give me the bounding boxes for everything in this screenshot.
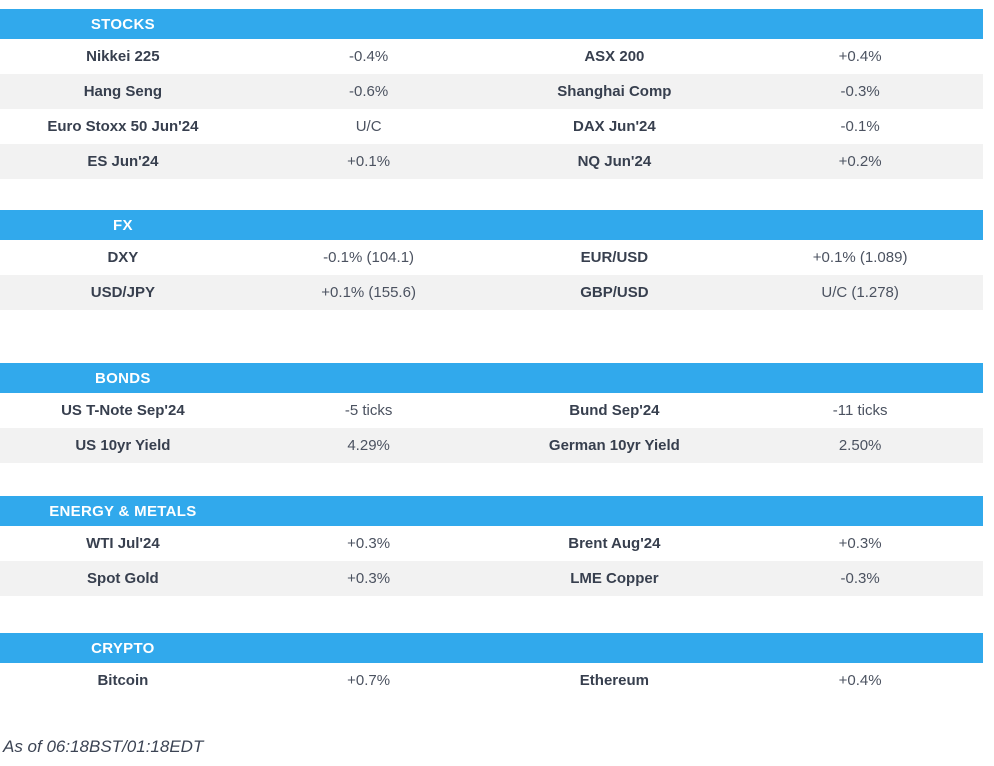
section-title: STOCKS bbox=[90, 15, 155, 33]
instrument-value: -0.3% bbox=[840, 83, 880, 100]
section-stocks: STOCKS Nikkei 225 -0.4% ASX 200 +0.4% Hang Se… bbox=[0, 9, 983, 179]
instrument-name: Brent Aug'24 bbox=[568, 535, 661, 552]
section-title: FX bbox=[112, 216, 133, 234]
section-header: ENERGY & METALS bbox=[0, 496, 983, 526]
instrument-name: EUR/USD bbox=[580, 249, 649, 266]
instrument-value: 4.29% bbox=[347, 437, 390, 454]
section-title: ENERGY & METALS bbox=[49, 502, 197, 520]
instrument-name: ASX 200 bbox=[584, 48, 645, 65]
table-row: USD/JPY +0.1% (155.6) GBP/USD U/C (1.278) bbox=[0, 275, 983, 310]
instrument-value: +0.1% bbox=[347, 153, 391, 170]
instrument-value: +0.4% bbox=[838, 48, 882, 65]
section-header: BONDS bbox=[0, 363, 983, 393]
table-row: ES Jun'24 +0.1% NQ Jun'24 +0.2% bbox=[0, 144, 983, 179]
instrument-name: US 10yr Yield bbox=[75, 437, 171, 454]
instrument-name: GBP/USD bbox=[580, 284, 649, 301]
instrument-name: USD/JPY bbox=[90, 284, 155, 301]
instrument-value: U/C (1.278) bbox=[821, 284, 899, 301]
instrument-value: -0.6% bbox=[349, 83, 389, 100]
table-row: Euro Stoxx 50 Jun'24 U/C DAX Jun'24 -0.1% bbox=[0, 109, 983, 144]
instrument-value: +0.3% bbox=[347, 535, 391, 552]
section-title: BONDS bbox=[95, 369, 151, 387]
as-of-note: As of 06:18BST/01:18EDT bbox=[3, 737, 204, 756]
section-header: FX bbox=[0, 210, 983, 240]
instrument-name: Ethereum bbox=[579, 672, 649, 689]
section-fx: FX DXY -0.1% (104.1) EUR/USD +0.1% (1.089) US… bbox=[0, 210, 983, 310]
table-row: US T-Note Sep'24 -5 ticks Bund Sep'24 -11 t… bbox=[0, 393, 983, 428]
instrument-name: German 10yr Yield bbox=[548, 437, 680, 454]
table-row: Spot Gold +0.3% LME Copper -0.3% bbox=[0, 561, 983, 596]
instrument-name: Spot Gold bbox=[87, 570, 159, 587]
instrument-name: US T-Note Sep'24 bbox=[61, 402, 185, 419]
instrument-name: Hang Seng bbox=[83, 83, 163, 100]
instrument-value: -0.1% (104.1) bbox=[323, 249, 415, 266]
table-row: Hang Seng -0.6% Shanghai Comp -0.3% bbox=[0, 74, 983, 109]
instrument-value: 2.50% bbox=[838, 437, 882, 454]
instrument-value: -11 ticks bbox=[832, 402, 888, 419]
section-title: CRYPTO bbox=[91, 639, 155, 657]
section-bonds: BONDS US T-Note Sep'24 -5 ticks Bund Sep'24… bbox=[0, 363, 983, 463]
table-row: US 10yr Yield 4.29% German 10yr Yield 2.50% bbox=[0, 428, 983, 463]
instrument-value: U/C bbox=[355, 118, 382, 135]
instrument-value: -0.3% bbox=[840, 570, 880, 587]
instrument-value: +0.2% bbox=[838, 153, 882, 170]
table-row: Nikkei 225 -0.4% ASX 200 +0.4% bbox=[0, 39, 983, 74]
instrument-name: LME Copper bbox=[570, 570, 659, 587]
section-header: STOCKS bbox=[0, 9, 983, 39]
instrument-value: +0.3% bbox=[838, 535, 882, 552]
instrument-name: NQ Jun'24 bbox=[577, 153, 652, 170]
instrument-name: DAX Jun'24 bbox=[572, 118, 656, 135]
instrument-name: Bund Sep'24 bbox=[569, 402, 660, 419]
instrument-value: -5 ticks bbox=[344, 402, 393, 419]
section-crypto: CRYPTO Bitcoin +0.7% Ethereum +0.4% bbox=[0, 633, 983, 698]
instrument-name: WTI Jul'24 bbox=[86, 535, 160, 552]
table-row: Bitcoin +0.7% Ethereum +0.4% bbox=[0, 663, 983, 698]
table-row: DXY -0.1% (104.1) EUR/USD +0.1% (1.089) bbox=[0, 240, 983, 275]
instrument-value: +0.1% (155.6) bbox=[321, 284, 416, 301]
section-energy-metals: ENERGY & METALS WTI Jul'24 +0.3% Brent Aug'… bbox=[0, 496, 983, 596]
instrument-name: DXY bbox=[107, 249, 139, 266]
table-row: WTI Jul'24 +0.3% Brent Aug'24 +0.3% bbox=[0, 526, 983, 561]
instrument-value: -0.1% bbox=[840, 118, 880, 135]
instrument-value: +0.4% bbox=[838, 672, 882, 689]
instrument-name: ES Jun'24 bbox=[87, 153, 159, 170]
instrument-name: Shanghai Comp bbox=[557, 83, 672, 100]
instrument-name: Nikkei 225 bbox=[86, 48, 160, 65]
instrument-value: +0.3% bbox=[347, 570, 391, 587]
market-wrap-table: STOCKS Nikkei 225 -0.4% ASX 200 +0.4% Hang Se… bbox=[0, 9, 983, 698]
instrument-value: +0.1% (1.089) bbox=[812, 249, 908, 266]
instrument-name: Euro Stoxx 50 Jun'24 bbox=[47, 118, 199, 135]
instrument-value: -0.4% bbox=[349, 48, 389, 65]
instrument-name: Bitcoin bbox=[97, 672, 149, 689]
instrument-value: +0.7% bbox=[347, 672, 391, 689]
sections-root: STOCKS Nikkei 225 -0.4% ASX 200 +0.4% Hang Se… bbox=[0, 9, 983, 698]
section-header: CRYPTO bbox=[0, 633, 983, 663]
